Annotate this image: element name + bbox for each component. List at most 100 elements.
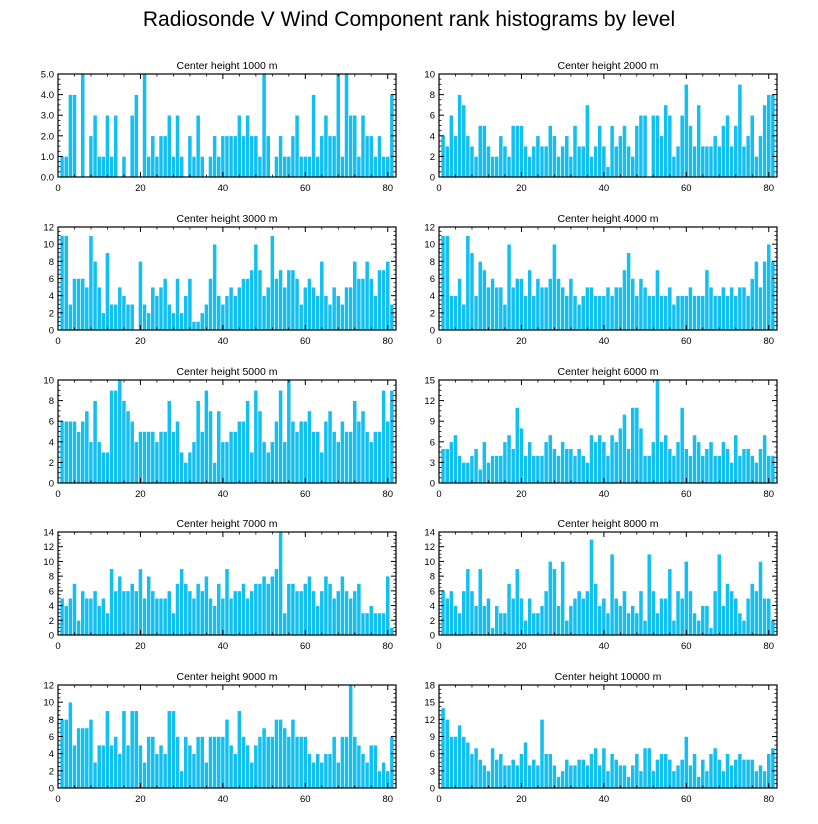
bar <box>749 583 755 636</box>
x-tick-label: 20 <box>516 336 527 347</box>
bar <box>323 575 329 636</box>
bar <box>634 295 640 331</box>
bar <box>344 286 349 331</box>
bar <box>282 441 288 484</box>
bar <box>613 597 619 636</box>
bar <box>700 759 706 789</box>
bar <box>360 410 366 484</box>
bar <box>261 73 267 178</box>
bar <box>311 590 316 636</box>
bar <box>175 583 180 636</box>
bar <box>302 583 308 636</box>
y-tick-label: 6 <box>49 732 54 743</box>
bar <box>457 612 462 636</box>
y-tick-label: 6 <box>430 586 435 597</box>
bar <box>100 744 106 789</box>
y-tick-label: 8 <box>49 396 54 407</box>
bar <box>708 441 714 484</box>
bar <box>477 261 483 331</box>
bar <box>241 135 246 178</box>
bar <box>319 761 325 789</box>
bar <box>712 455 718 484</box>
bar <box>245 597 250 636</box>
bar <box>389 389 395 484</box>
bar <box>523 145 528 178</box>
bar <box>494 759 500 789</box>
x-tick-label: 20 <box>516 641 527 652</box>
y-tick-label: 8 <box>49 572 54 583</box>
bar <box>535 455 541 484</box>
bar <box>237 710 242 789</box>
bar <box>290 269 296 331</box>
x-tick-label: 0 <box>55 183 60 194</box>
panel-title: Center height 7000 m <box>177 518 278 530</box>
bar <box>696 441 702 484</box>
x-tick-label: 40 <box>218 489 229 500</box>
bar <box>514 278 520 331</box>
bar <box>249 451 255 484</box>
x-tick-label: 0 <box>436 641 441 652</box>
bar <box>667 114 673 178</box>
bar <box>514 764 520 789</box>
bar <box>146 431 152 484</box>
bar <box>749 278 755 331</box>
bar <box>679 114 685 178</box>
bar <box>543 145 549 178</box>
y-tick-label: 8 <box>430 257 435 268</box>
bar <box>449 590 454 636</box>
bar <box>187 278 193 331</box>
panel-title: Center height 5000 m <box>177 366 278 378</box>
bar <box>175 736 180 789</box>
bar <box>216 736 222 789</box>
bar <box>560 441 566 484</box>
bar <box>560 145 566 178</box>
bar <box>377 612 382 636</box>
bar <box>547 125 553 178</box>
y-tick-label: 2 <box>430 308 435 319</box>
bar <box>580 759 586 789</box>
bar <box>232 590 238 636</box>
bar <box>224 441 230 484</box>
bar <box>228 286 234 331</box>
bar <box>84 410 90 484</box>
bar <box>568 156 574 178</box>
bar <box>319 451 325 484</box>
y-tick-label: 8 <box>49 257 54 268</box>
panel-title: Center height 4000 m <box>558 213 659 225</box>
bar <box>340 736 345 789</box>
bar <box>171 431 176 484</box>
bar <box>158 597 164 636</box>
bar <box>688 286 693 331</box>
bar <box>449 295 454 331</box>
bar <box>568 448 574 484</box>
chart-panel-2: Center height 2000 m 0 2 4 6 8 10 0 20 40 60 80 <box>424 60 778 194</box>
bar <box>274 278 279 331</box>
bar <box>237 286 242 331</box>
bar <box>453 605 458 636</box>
y-tick-label: 10 <box>43 376 54 387</box>
bar <box>166 400 172 484</box>
bar <box>762 261 767 331</box>
x-tick-label: 60 <box>681 794 692 805</box>
bar <box>444 719 450 789</box>
bar <box>315 431 321 484</box>
bar <box>638 770 644 789</box>
bar <box>646 455 652 484</box>
bar <box>121 590 127 636</box>
bar <box>204 303 209 331</box>
bar <box>766 597 772 636</box>
bar <box>100 156 106 178</box>
bar <box>80 278 86 331</box>
bar <box>498 135 504 178</box>
bar <box>741 759 747 789</box>
bar <box>601 597 607 636</box>
bar <box>762 104 767 178</box>
bar <box>704 269 710 331</box>
bar <box>257 410 263 484</box>
bar <box>253 135 259 178</box>
bar <box>179 312 185 331</box>
y-tick-label: 4 <box>49 291 54 302</box>
y-tick-label: 4 <box>430 601 435 612</box>
bar <box>655 379 660 484</box>
bar <box>76 278 81 331</box>
